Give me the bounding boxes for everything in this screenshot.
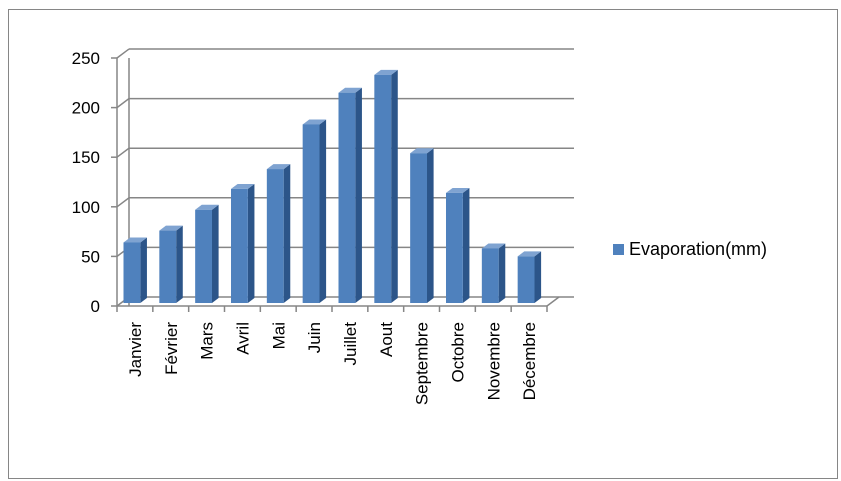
legend: Evaporation(mm)	[613, 239, 767, 259]
bar-front	[481, 248, 499, 303]
bar-front	[266, 169, 284, 303]
bar-top	[159, 225, 183, 231]
bar-side	[391, 69, 398, 303]
bar	[517, 251, 542, 303]
bar-side	[212, 204, 219, 303]
x-tick-label: Septembre	[413, 322, 432, 405]
bar-top	[302, 119, 327, 125]
bar-side	[427, 148, 434, 303]
y-tick-label: 0	[91, 297, 100, 316]
bar-side	[247, 183, 255, 303]
bar	[410, 148, 434, 303]
bar-top	[338, 87, 362, 93]
bar-top	[410, 148, 434, 154]
bar-top	[230, 183, 255, 189]
bar-top	[195, 204, 219, 210]
x-tick-label: Aout	[377, 322, 396, 357]
bar-side	[140, 237, 147, 303]
floor-edge	[546, 296, 560, 307]
legend-swatch	[613, 244, 624, 255]
bar-front	[374, 74, 392, 303]
x-tick-label: Avril	[233, 322, 252, 355]
y-tick-label: 100	[72, 198, 100, 217]
x-tick-label: Décembre	[520, 322, 539, 400]
bar	[302, 119, 327, 304]
bar-top	[266, 164, 291, 170]
x-tick-label: Juillet	[341, 322, 360, 366]
y-axis-ticks: 0 50 100 150 200 250	[72, 49, 118, 316]
bar-front	[302, 124, 320, 303]
x-axis-labels: Janvier Février Mars Avril Mai Juin Juillet Aou…	[126, 322, 539, 406]
x-axis	[116, 296, 560, 312]
bar-side	[498, 243, 506, 303]
x-tick-label: Février	[162, 322, 181, 375]
bar-front	[159, 230, 177, 303]
bar-side	[355, 87, 362, 303]
x-tick-label: Mai	[269, 322, 288, 349]
x-tick-label: Mars	[198, 322, 217, 360]
gridline-connector	[116, 97, 130, 109]
bar-front	[338, 92, 356, 303]
bar	[481, 243, 506, 303]
bar-front	[445, 192, 463, 303]
bar-front	[410, 153, 428, 303]
y-tick-label: 250	[72, 49, 100, 68]
bar-top	[445, 187, 470, 193]
bar	[445, 187, 470, 303]
gridline-connector	[116, 197, 130, 208]
bar-front	[517, 256, 535, 303]
x-tick-label: Janvier	[126, 322, 145, 377]
bar-side	[462, 187, 470, 303]
bar-front	[195, 209, 213, 303]
bar-side	[176, 225, 183, 303]
bar-top	[517, 251, 542, 257]
bar	[374, 69, 398, 303]
y-tick-label: 50	[81, 247, 100, 266]
y-tick-label: 200	[72, 99, 100, 118]
bars	[123, 69, 542, 304]
bar	[195, 204, 219, 303]
bar-top	[123, 237, 147, 243]
bar-side	[534, 251, 542, 303]
x-tick-label: Novembre	[484, 322, 503, 400]
bar	[123, 237, 147, 303]
legend-label: Evaporation(mm)	[629, 239, 767, 259]
bar-front	[230, 188, 248, 303]
bar-top	[374, 69, 398, 75]
x-tick-label: Octobre	[448, 322, 467, 382]
bar	[230, 183, 255, 303]
bar	[266, 164, 291, 303]
bar	[159, 225, 183, 303]
y-tick-label: 150	[72, 148, 100, 167]
gridline-connector	[116, 147, 130, 158]
bar-side	[319, 119, 327, 304]
bar	[338, 87, 362, 303]
gridline-connector	[116, 48, 130, 59]
bar-side	[283, 164, 291, 303]
bar-top	[481, 243, 506, 249]
x-tick-label: Juin	[305, 322, 324, 353]
bar-front	[123, 242, 141, 303]
